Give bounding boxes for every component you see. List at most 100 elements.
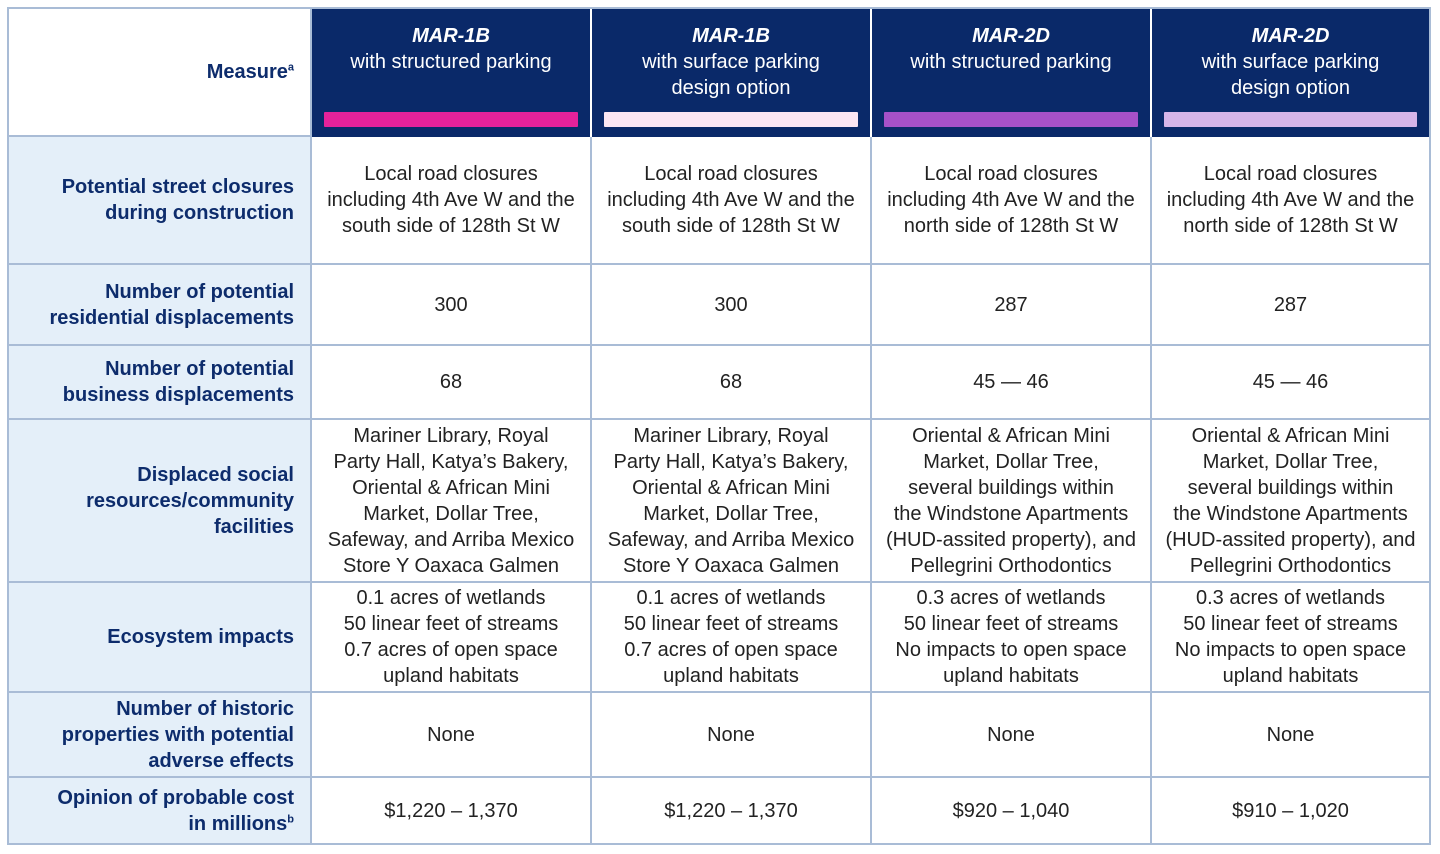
row-label-line: Potential street closures — [62, 174, 294, 200]
row-label-line-text: facilities — [213, 515, 294, 538]
cell-line: including 4th Ave W and the — [327, 189, 575, 211]
table-cell: Oriental & African Mini Market, Dollar Tr… — [1152, 420, 1429, 583]
row-label-line-text: adverse effects — [148, 749, 294, 772]
cell-text: 287 — [1274, 292, 1307, 318]
cell-line: (HUD-assited property), and — [1165, 528, 1416, 551]
table-cell: None — [312, 693, 592, 778]
cell-text: 0.3 acres of wetlands 50 linear feet of s… — [895, 585, 1126, 689]
row-label-line: Number of potential — [49, 279, 294, 305]
table-cell: Local road closures including 4th Ave W a… — [1152, 137, 1429, 265]
cell-line: Safeway, and Arriba Mexico — [607, 528, 855, 551]
column-subtitle: with surface parking — [1201, 51, 1380, 73]
row-label: Number of historic properties with potent… — [9, 693, 312, 778]
row-label-line-text: Displaced social — [137, 463, 294, 486]
column-header: MAR-1B with structured parking — [312, 9, 592, 137]
table-cell: 68 — [312, 346, 592, 420]
row-label: Number of potential business displacement… — [9, 346, 312, 420]
cell-text: Mariner Library, Royal Party Hall, Katya’… — [328, 423, 574, 579]
cell-line: Local road closures — [1203, 163, 1378, 185]
row-label-line: Displaced social — [86, 462, 294, 488]
cell-text: Local road closures including 4th Ave W a… — [1167, 161, 1415, 239]
cell-line: $1,220 – 1,370 — [664, 799, 798, 822]
row-label-text: Number of historic properties with potent… — [62, 696, 294, 774]
row-label-line-text: Number of potential — [105, 358, 294, 380]
table-cell: Local road closures including 4th Ave W a… — [312, 137, 592, 265]
cell-text: Oriental & African Mini Market, Dollar Tr… — [1165, 423, 1415, 579]
cell-line: 287 — [1273, 293, 1308, 316]
row-label-line-text: Number of potential — [105, 280, 294, 303]
cell-line: south side of 128th St W — [342, 215, 560, 237]
row-label-line: Ecosystem impacts — [107, 624, 294, 650]
cell-text: 45 — 46 — [1253, 369, 1329, 395]
row-label-line: facilities — [86, 514, 294, 540]
cell-text: 0.1 acres of wetlands 50 linear feet of s… — [344, 585, 559, 689]
row-label-text: Potential street closures during construc… — [62, 174, 294, 226]
cell-line: Store Y Oaxaca Galmen — [622, 554, 840, 577]
table-cell: 300 — [592, 265, 872, 346]
cell-line: Market, Dollar Tree, — [363, 502, 539, 525]
cell-line: the Windstone Apartments — [1173, 502, 1408, 525]
cell-line: (HUD-assited property), and — [885, 528, 1137, 551]
cell-line: Oriental & African Mini — [632, 476, 830, 499]
table-cell: None — [592, 693, 872, 778]
cell-text: 0.1 acres of wetlands 50 linear feet of s… — [624, 585, 839, 689]
row-label-line-text: properties with potential — [61, 723, 294, 746]
cell-line: Local road closures — [644, 163, 818, 185]
cell-line: 50 linear feet of streams — [903, 613, 1119, 635]
row-label-line: resources/community — [86, 488, 294, 514]
cell-text: None — [987, 722, 1035, 748]
row-label-text: Displaced social resources/community facil… — [86, 462, 294, 540]
cell-line: north side of 128th St W — [903, 215, 1119, 237]
table-cell: 0.3 acres of wetlands 50 linear feet of s… — [872, 583, 1152, 693]
cell-line: several buildings within — [908, 476, 1114, 499]
cell-line: Store Y Oaxaca Galmen — [342, 554, 560, 577]
cell-text: 45 — 46 — [973, 369, 1049, 395]
cell-line: 0.3 acres of wetlands — [916, 587, 1106, 609]
row-label-line-text: in millions — [188, 812, 288, 835]
column-header: MAR-2D with structured parking — [872, 9, 1152, 137]
cell-text: Local road closures including 4th Ave W a… — [887, 161, 1135, 239]
row-label: Opinion of probable cost in millionsb — [9, 778, 312, 843]
table-cell: None — [872, 693, 1152, 778]
row-label-line: during construction — [62, 200, 294, 226]
table-cell: Mariner Library, Royal Party Hall, Katya’… — [312, 420, 592, 583]
row-label-text: Number of potential residential displacem… — [49, 279, 294, 331]
row-label-line-text: residential displacements — [49, 306, 294, 329]
cell-line: upland habitats — [943, 665, 1079, 687]
cell-line: 300 — [714, 293, 748, 316]
cell-line: Party Hall, Katya’s Bakery, — [333, 450, 569, 473]
column-subtitle: with structured parking — [910, 51, 1112, 73]
column-subtitle: design option — [1231, 77, 1350, 99]
column-color-swatch — [884, 112, 1138, 127]
cell-line: 287 — [994, 293, 1028, 316]
cell-line: $910 – 1,020 — [1232, 799, 1349, 822]
row-label-line: in millionsb — [57, 811, 294, 837]
cell-line: north side of 128th St W — [1183, 215, 1398, 237]
cell-line: No impacts to open space — [895, 639, 1127, 661]
row-label-line-text: Opinion of probable cost — [57, 786, 294, 809]
cell-line: Local road closures — [364, 163, 538, 185]
row-label-line-text: resources/community — [86, 489, 294, 512]
row-label-line: Opinion of probable cost — [57, 785, 294, 811]
row-label-line: Number of potential — [63, 356, 294, 382]
cell-line: $920 – 1,040 — [952, 799, 1070, 822]
cell-line: Oriental & African Mini — [1191, 424, 1390, 447]
cell-line: $1,220 – 1,370 — [384, 799, 518, 822]
cell-line: None — [1266, 723, 1315, 746]
table-cell: 45 — 46 — [1152, 346, 1429, 420]
cell-line: the Windstone Apartments — [893, 502, 1129, 525]
table-cell: 0.1 acres of wetlands 50 linear feet of s… — [312, 583, 592, 693]
table-cell: Oriental & African Mini Market, Dollar Tr… — [872, 420, 1152, 583]
cell-line: Mariner Library, Royal — [633, 424, 829, 447]
cell-line: 0.1 acres of wetlands — [636, 587, 826, 609]
cell-line: 0.1 acres of wetlands — [356, 587, 546, 609]
column-title: MAR-1B — [692, 25, 770, 47]
cell-line: No impacts to open space — [1174, 639, 1407, 661]
cell-text: $1,220 – 1,370 — [384, 798, 517, 824]
table-cell: 287 — [872, 265, 1152, 346]
row-label-line-text: Number of historic — [116, 697, 294, 720]
cell-line: 68 — [719, 371, 743, 393]
cell-line: south side of 128th St W — [622, 215, 840, 237]
row-label-line: business displacements — [63, 382, 294, 408]
row-label: Displaced social resources/community facil… — [9, 420, 312, 583]
